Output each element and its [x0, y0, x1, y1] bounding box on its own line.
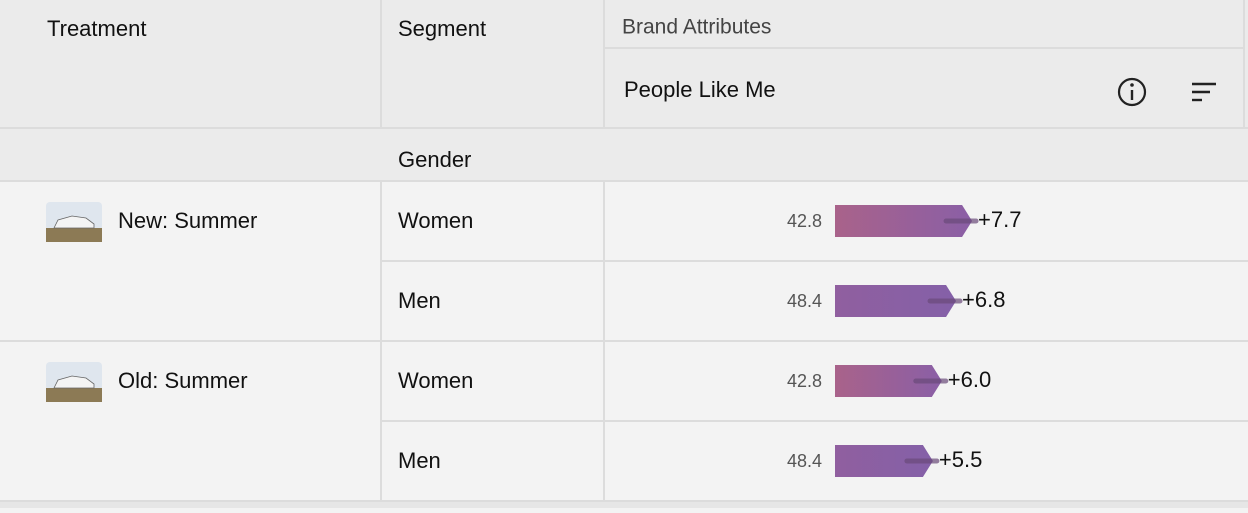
- segment: Women: [398, 368, 473, 393]
- delta-bar: [835, 445, 933, 477]
- info-icon[interactable]: [1117, 77, 1147, 107]
- base-value: 42.8: [787, 371, 822, 391]
- header-bg: [0, 0, 1248, 128]
- thumb-car: [53, 215, 95, 229]
- base-value: 48.4: [787, 451, 822, 471]
- treatment-name: New: Summer: [118, 208, 257, 233]
- thumb-car: [53, 375, 95, 389]
- segment: Men: [398, 288, 441, 313]
- borders: [0, 0, 1248, 502]
- delta-bar: [835, 365, 942, 397]
- col-header: Treatment: [47, 16, 146, 41]
- delta-bar: [835, 285, 957, 317]
- delta-bar: [835, 205, 973, 237]
- sort-icon[interactable]: [1192, 82, 1216, 102]
- base-value: 48.4: [787, 291, 822, 311]
- segment: Women: [398, 208, 473, 233]
- delta-label: +6.0: [948, 367, 991, 392]
- thumbnail: [46, 202, 102, 242]
- delta-label: +6.8: [962, 287, 1005, 312]
- segment: Men: [398, 448, 441, 473]
- delta-label: +7.7: [978, 207, 1021, 232]
- thumb-ground: [46, 388, 102, 402]
- metric-header: People Like Me: [624, 77, 776, 102]
- group-header: Brand Attributes: [622, 16, 771, 39]
- delta-label: +5.5: [939, 447, 982, 472]
- section-label: Gender: [398, 147, 471, 172]
- thumb-ground: [46, 228, 102, 242]
- footer-bg: [0, 501, 1248, 508]
- thumbnail: [46, 362, 102, 402]
- base-value: 42.8: [787, 211, 822, 231]
- col-header: Segment: [398, 16, 486, 41]
- section-bg: [0, 128, 1248, 181]
- treatment-name: Old: Summer: [118, 368, 248, 393]
